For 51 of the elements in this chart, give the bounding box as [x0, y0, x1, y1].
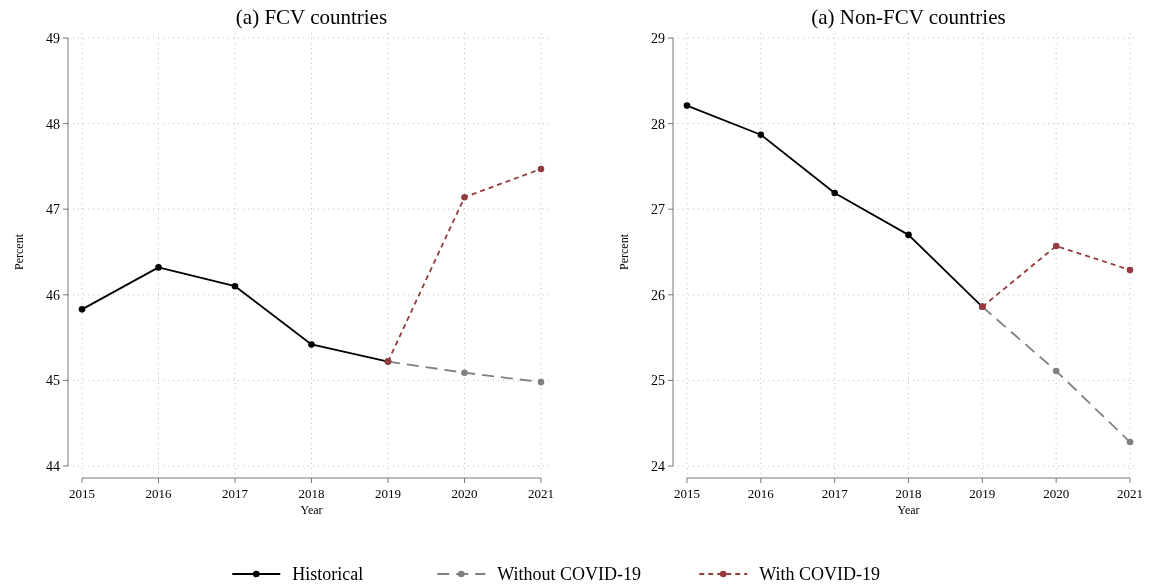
x-tick-label: 2018	[895, 486, 922, 501]
chart-title: (a) Non-FCV countries	[811, 5, 1006, 29]
x-tick-label: 2015	[674, 486, 700, 501]
y-tick-label: 46	[46, 287, 60, 303]
point	[308, 341, 315, 348]
y-axis-title: Percent	[12, 233, 26, 270]
x-tick-label: 2016	[747, 486, 775, 501]
y-tick-label: 29	[651, 30, 665, 46]
y-axis-title: Percent	[617, 233, 631, 270]
x-tick-label: 2017	[222, 486, 249, 501]
point	[1052, 242, 1060, 250]
x-tick-label: 2021	[1117, 486, 1143, 501]
legend-label: Without COVID-19	[497, 564, 642, 585]
point	[905, 231, 912, 239]
point	[1126, 438, 1134, 446]
x-tick-label: 2018	[298, 486, 325, 501]
y-tick-label: 47	[46, 202, 60, 218]
y-tick-label: 25	[651, 373, 665, 389]
y-tick-label: 24	[651, 458, 665, 474]
y-tick-label: 49	[46, 30, 60, 46]
x-tick-label: 2017	[821, 486, 849, 501]
point	[537, 165, 545, 173]
x-tick-label: 2019	[969, 486, 996, 501]
point	[537, 378, 545, 386]
y-tick-label: 45	[46, 373, 60, 389]
x-axis-title: Year	[300, 503, 323, 517]
legend-label: Historical	[292, 564, 364, 585]
x-tick-label: 2020	[451, 486, 478, 501]
x-tick-label: 2021	[528, 486, 554, 501]
legend-label: With COVID-19	[759, 564, 881, 585]
point	[1126, 266, 1134, 274]
x-tick-label: 2015	[69, 486, 95, 501]
point	[1052, 367, 1060, 375]
x-tick-label: 2019	[375, 486, 401, 501]
chart-title: (a) FCV countries	[235, 5, 388, 29]
point	[461, 369, 468, 376]
x-axis-title: Year	[897, 503, 920, 517]
y-tick-label: 26	[651, 287, 665, 303]
x-tick-label: 2016	[145, 486, 172, 501]
x-tick-label: 2020	[1043, 486, 1070, 501]
point	[757, 131, 765, 139]
point	[78, 306, 86, 313]
point	[155, 264, 162, 271]
point	[831, 189, 838, 197]
point	[683, 102, 691, 109]
point	[461, 193, 468, 201]
y-tick-label: 27	[651, 202, 665, 218]
point	[231, 282, 239, 290]
y-tick-label: 28	[651, 116, 665, 132]
y-tick-label: 48	[46, 116, 60, 132]
y-tick-label: 44	[46, 458, 60, 474]
